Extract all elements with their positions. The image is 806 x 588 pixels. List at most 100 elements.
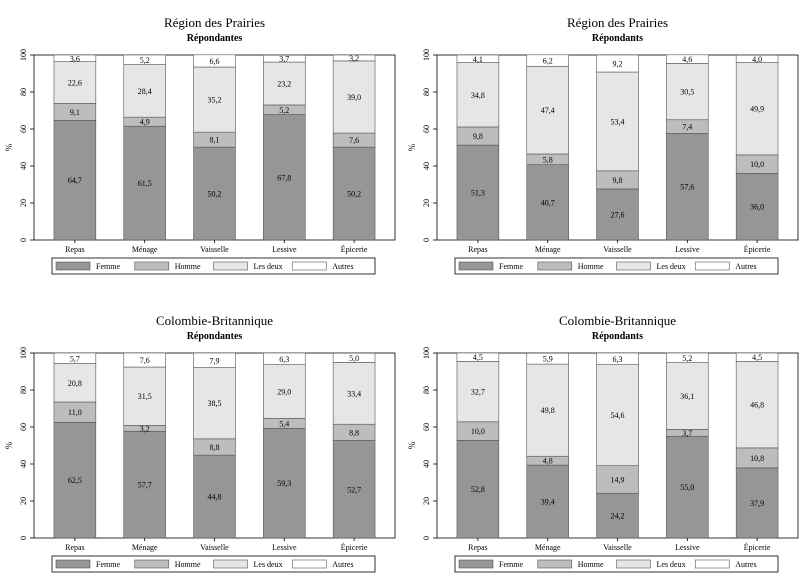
- x-tick-label: Épicerie: [341, 244, 368, 254]
- data-label: 39,4: [541, 498, 555, 507]
- data-label: 8,1: [210, 136, 220, 145]
- y-tick-label: 100: [19, 347, 28, 359]
- data-label: 7,6: [349, 136, 359, 145]
- data-label: 67,8: [277, 173, 291, 182]
- legend-label-les-deux: Les deux: [657, 560, 686, 569]
- data-label: 54,6: [611, 411, 625, 420]
- chart-title: Colombie-Britannique: [559, 313, 676, 328]
- legend-label-femme: Femme: [499, 560, 523, 569]
- data-label: 10,0: [750, 160, 764, 169]
- data-label: 11,0: [68, 408, 82, 417]
- legend-swatch-homme: [537, 559, 573, 569]
- legend-label-homme: Homme: [578, 262, 604, 271]
- data-label: 5,0: [349, 354, 359, 363]
- y-tick-label: 0: [19, 238, 28, 242]
- data-label: 9,8: [613, 176, 623, 185]
- legend-swatch-les-deux: [616, 559, 651, 569]
- data-label: 34,8: [471, 91, 485, 100]
- chart-bc-men: Colombie-Britannique Répondants 0 20 40 60 80 1…: [407, 313, 799, 573]
- data-label: 38,5: [208, 399, 222, 408]
- legend-label-homme: Homme: [175, 560, 201, 569]
- bar-segment-les-deux-repas: [53, 61, 97, 104]
- y-tick-label: 40: [19, 162, 28, 170]
- legend-swatch-autres: [291, 559, 327, 569]
- data-label: 4,8: [543, 457, 553, 466]
- legend-label-les-deux: Les deux: [657, 262, 686, 271]
- data-label: 57,7: [138, 481, 152, 490]
- x-tick-label: Repas: [468, 543, 488, 552]
- data-label: 3,6: [70, 54, 80, 63]
- x-tick-label: Lessive: [272, 245, 297, 254]
- bar-segment-autres-vaisselle: [193, 54, 236, 68]
- y-tick-label: 40: [19, 460, 28, 468]
- bar-segment-autres-repas: [456, 352, 500, 362]
- y-tick-label: 80: [422, 88, 431, 96]
- legend-swatch-femme: [55, 261, 91, 271]
- bar-segment-femme-menage: [526, 164, 569, 241]
- bar-segment-les-deux-menage: [123, 366, 166, 426]
- chart-panel-bc-women: Colombie-Britannique Répondantes 0 20 40 60 80…: [0, 298, 403, 588]
- data-label: 5,9: [543, 355, 553, 364]
- legend-label-les-deux: Les deux: [254, 262, 283, 271]
- legend-swatch-femme: [55, 559, 91, 569]
- legend-label-femme: Femme: [499, 262, 523, 271]
- y-tick-label: 60: [19, 423, 28, 431]
- x-tick-label: Épicerie: [744, 244, 771, 254]
- chart-title: Région des Prairies: [567, 15, 668, 30]
- bar-segment-femme-epicerie: [332, 440, 376, 539]
- legend-label-femme: Femme: [96, 262, 120, 271]
- y-tick-label: 100: [19, 49, 28, 61]
- data-label: 35,2: [208, 96, 222, 105]
- x-tick-label: Vaisselle: [200, 543, 229, 552]
- data-label: 5,7: [70, 354, 80, 363]
- data-label: 6,3: [613, 355, 623, 364]
- legend-swatch-homme: [134, 559, 170, 569]
- data-label: 5,4: [279, 419, 289, 428]
- data-label: 40,7: [541, 198, 555, 207]
- bar-segment-femme-epicerie: [332, 146, 376, 241]
- bar-segment-autres-epicerie: [332, 352, 376, 363]
- y-axis-label: %: [407, 143, 417, 151]
- bar-segment-autres-epicerie: [735, 54, 779, 63]
- bar-segment-femme-menage: [123, 125, 166, 241]
- bar-segment-les-deux-repas: [456, 361, 500, 423]
- data-label: 24,2: [611, 512, 625, 521]
- bar-segment-femme-epicerie: [735, 173, 779, 241]
- legend-label-autres: Autres: [332, 560, 353, 569]
- bar-segment-femme-lessive: [666, 435, 709, 539]
- x-tick-label: Ménage: [132, 245, 158, 254]
- y-axis-label: %: [407, 441, 417, 449]
- data-label: 4,5: [473, 353, 483, 362]
- x-tick-label: Lessive: [272, 543, 297, 552]
- legend-swatch-autres: [291, 261, 327, 271]
- data-label: 47,4: [541, 106, 555, 115]
- x-tick-label: Vaisselle: [200, 245, 229, 254]
- x-tick-label: Lessive: [675, 245, 700, 254]
- y-axis-label: %: [4, 441, 14, 449]
- data-label: 46,8: [750, 401, 764, 410]
- data-label: 4,0: [752, 55, 762, 64]
- x-tick-label: Repas: [468, 245, 488, 254]
- data-label: 6,6: [210, 57, 220, 66]
- y-tick-label: 20: [422, 497, 431, 505]
- x-tick-label: Repas: [65, 245, 85, 254]
- y-tick-label: 60: [422, 423, 431, 431]
- data-label: 4,1: [473, 55, 483, 64]
- chart-prairies-men: Région des Prairies Répondants 0 20 40 60 80 10…: [407, 15, 799, 275]
- chart-panel-prairies-women: Région des Prairies Répondantes 0 20 40 60 80 1…: [0, 0, 403, 290]
- data-label: 33,4: [347, 389, 361, 398]
- bar-segment-autres-repas: [456, 54, 500, 63]
- data-label: 3,7: [682, 429, 692, 438]
- chart-subtitle: Répondantes: [187, 331, 243, 342]
- legend-swatch-autres: [694, 559, 730, 569]
- data-label: 9,2: [613, 60, 623, 69]
- x-tick-label: Vaisselle: [603, 543, 632, 552]
- data-label: 22,6: [68, 79, 82, 88]
- bar-segment-autres-menage: [123, 352, 166, 368]
- legend-swatch-femme: [458, 261, 494, 271]
- y-tick-label: 60: [422, 125, 431, 133]
- x-tick-label: Repas: [65, 543, 85, 552]
- data-label: 51,3: [471, 189, 485, 198]
- data-label: 6,2: [543, 57, 553, 66]
- bar-segment-femme-lessive: [666, 133, 709, 241]
